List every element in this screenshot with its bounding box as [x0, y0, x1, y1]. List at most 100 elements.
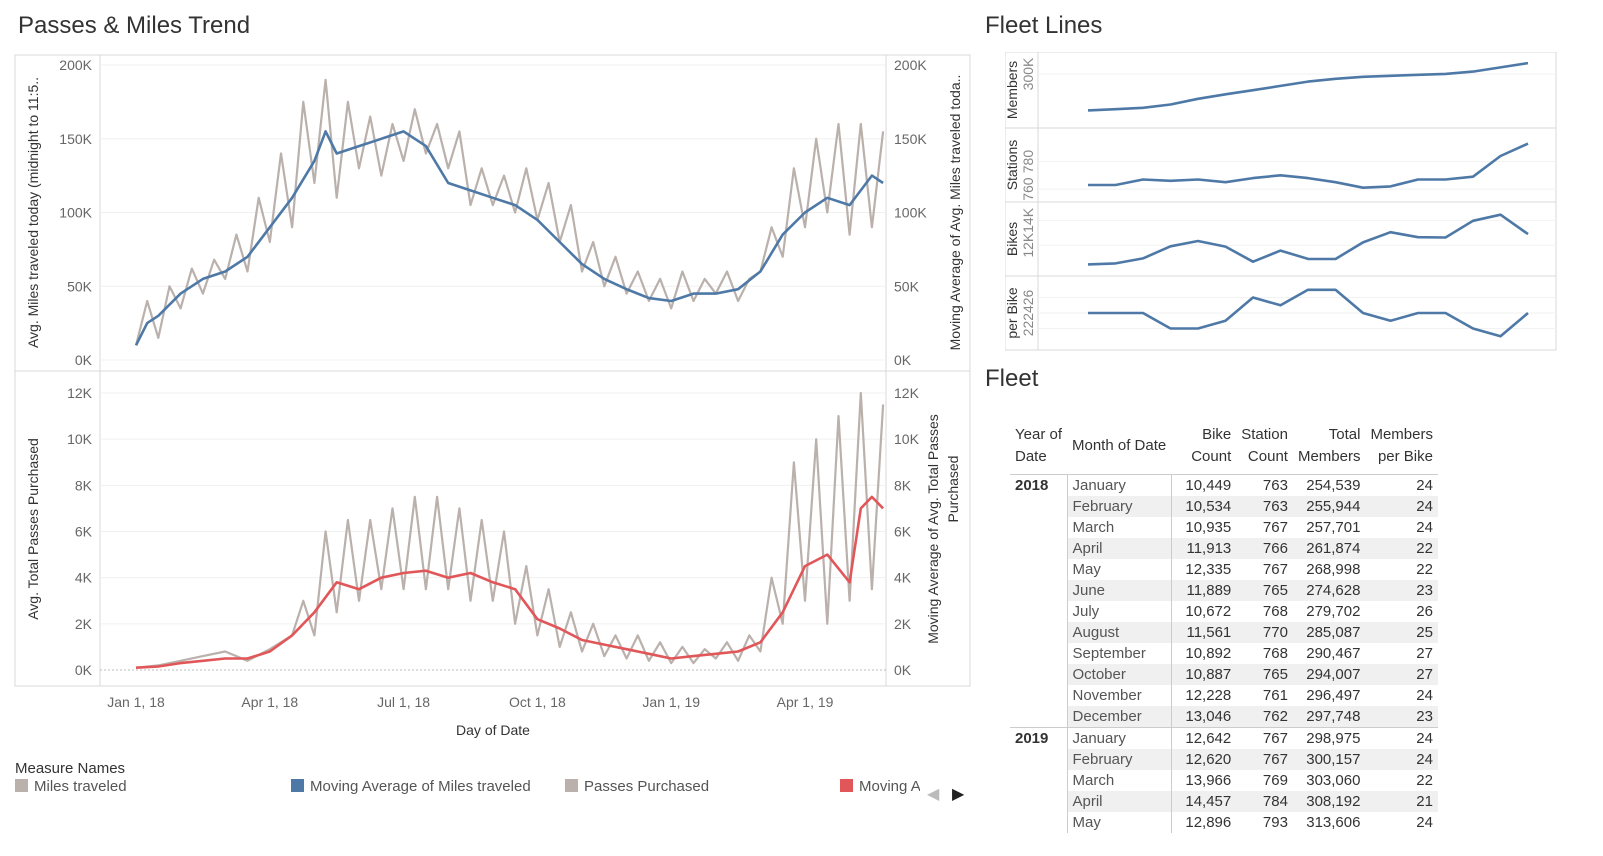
- total-members-cell: 298,975: [1292, 727, 1366, 749]
- table-row[interactable]: June 11,889 765 274,628 23: [1010, 580, 1438, 601]
- bike-count-cell: 12,228: [1185, 687, 1232, 704]
- y-tick-label: 12K: [67, 385, 93, 401]
- station-count-cell: 767: [1236, 727, 1293, 749]
- y-tick-label-right: 200K: [894, 57, 927, 73]
- table-row[interactable]: December 13,046 762 297,748 23: [1010, 706, 1438, 728]
- x-tick-label: Jan 1, 18: [107, 694, 165, 710]
- y-tick-label: 50K: [67, 278, 93, 294]
- total-members-cell: 285,087: [1292, 622, 1366, 643]
- station-count-cell: 767: [1236, 749, 1293, 770]
- header-month[interactable]: Month of Date: [1067, 420, 1172, 475]
- panel-tick-label: 26: [1020, 290, 1036, 306]
- series-line-moving-average: [134, 130, 884, 346]
- members-per-bike-cell: 27: [1365, 664, 1438, 685]
- bike-count-cell: 12,620: [1171, 749, 1237, 770]
- y-tick-label-right: 100K: [894, 205, 927, 221]
- station-count-cell: 768: [1262, 603, 1288, 620]
- members-per-bike-cell: 24: [1416, 519, 1433, 536]
- month-cell: January: [1067, 727, 1172, 749]
- station-count-cell: 767: [1262, 561, 1288, 578]
- panel-series-line: [1087, 61, 1529, 112]
- table-row[interactable]: October 10,887 765 294,007 27: [1010, 664, 1438, 685]
- header-station-count[interactable]: Station Count: [1236, 420, 1293, 475]
- bike-count-cell: 10,534: [1171, 496, 1237, 517]
- table-row[interactable]: November 12,228 761 296,497 24: [1010, 685, 1438, 706]
- trend-chart[interactable]: 0K 0K 50K 50K 100K 100K 150K 150K 200K 200K Avg. M…: [0, 50, 975, 750]
- bike-count-cell: 13,046: [1171, 706, 1237, 728]
- members-per-bike-cell: 24: [1365, 727, 1438, 749]
- header-year[interactable]: Year of Date: [1010, 420, 1067, 475]
- station-count-cell: 765: [1236, 664, 1293, 685]
- panel-tick-label: 24: [1020, 305, 1036, 321]
- y-tick-label-right: 4K: [894, 570, 912, 586]
- table-row[interactable]: March 13,966 769 303,060 22: [1010, 770, 1438, 791]
- header-total-members[interactable]: Total Members: [1292, 420, 1366, 475]
- table-row[interactable]: April 11,913 766 261,874 22: [1010, 538, 1438, 559]
- legend-item-ma-miles[interactable]: Moving Average of Miles traveled: [291, 778, 531, 795]
- y-tick-label-right: 12K: [894, 385, 920, 401]
- table-row[interactable]: February 10,534 763 255,944 24: [1010, 496, 1438, 517]
- station-count-cell: 765: [1236, 580, 1293, 601]
- members-per-bike-cell: 24: [1416, 477, 1433, 494]
- total-members-cell: 308,192: [1292, 791, 1366, 812]
- total-members-cell: 257,701: [1306, 519, 1361, 536]
- bike-count-cell: 11,889: [1171, 580, 1237, 601]
- fleet-table: Year of Date Month of Date Bike Count Stat…: [1010, 420, 1438, 833]
- bike-count-cell: 11,913: [1171, 538, 1237, 559]
- triangle-right-icon[interactable]: ▶: [952, 786, 965, 803]
- header-bike-count[interactable]: Bike Count: [1171, 420, 1237, 475]
- table-row[interactable]: May 12,896 793 313,606 24: [1010, 812, 1438, 833]
- legend-item-passes[interactable]: Passes Purchased: [565, 778, 709, 795]
- table-row[interactable]: July 10,672 768 279,702 26: [1010, 601, 1438, 622]
- table-row[interactable]: May 12,335 767 268,998 22: [1010, 559, 1438, 580]
- bike-count-cell: 14,457: [1171, 791, 1237, 812]
- station-count-cell: 768: [1262, 645, 1288, 662]
- month-cell: October: [1067, 664, 1172, 685]
- y-tick-label-right: 0K: [894, 662, 912, 678]
- y-axis-title-right: Moving Average of Avg. Miles traveled to…: [947, 75, 963, 351]
- members-per-bike-cell: 21: [1365, 791, 1438, 812]
- station-count-cell: 763: [1262, 477, 1288, 494]
- y-tick-label-right: 10K: [894, 431, 920, 447]
- legend-label-passes: Passes Purchased: [584, 778, 710, 795]
- y-tick-label-right: 150K: [894, 131, 927, 147]
- legend: Measure Names Miles traveled Moving Aver…: [15, 760, 975, 838]
- year-cell: 2019: [1010, 727, 1068, 833]
- total-members-cell: 274,628: [1292, 580, 1366, 601]
- total-members-cell: 290,467: [1306, 645, 1361, 662]
- bike-count-cell: 10,892: [1185, 645, 1232, 662]
- legend-item-miles[interactable]: Miles traveled: [15, 778, 127, 795]
- table-row[interactable]: April 14,457 784 308,192 21: [1010, 791, 1438, 812]
- y-tick-label-right: 6K: [894, 524, 912, 540]
- legend-item-ma-passes[interactable]: Moving Average of Passes Purchased: [840, 778, 920, 795]
- table-row[interactable]: September 10,892 768 290,467 27: [1010, 643, 1438, 664]
- month-cell: August: [1067, 622, 1172, 643]
- station-count-cell: 763: [1236, 496, 1293, 517]
- month-cell: November: [1067, 685, 1172, 706]
- header-members-per-bike[interactable]: Members per Bike: [1365, 420, 1438, 475]
- x-axis-title: Day of Date: [456, 722, 530, 738]
- table-row[interactable]: February 12,620 767 300,157 24: [1010, 749, 1438, 770]
- month-cell: December: [1067, 706, 1172, 728]
- table-row[interactable]: August 11,561 770 285,087 25: [1010, 622, 1438, 643]
- station-count-cell: 761: [1262, 687, 1288, 704]
- bike-count-cell: 10,449: [1185, 477, 1232, 494]
- y-tick-label: 100K: [59, 205, 92, 221]
- bike-count-cell: 13,966: [1185, 772, 1232, 789]
- table-row[interactable]: March 10,935 767 257,701 24: [1010, 517, 1438, 538]
- table-row[interactable]: 2019 January 12,642 767 298,975 24: [1010, 727, 1438, 833]
- fleet-lines-title: Fleet Lines: [985, 12, 1103, 39]
- panel-label: Stations: [1005, 140, 1020, 191]
- table-row[interactable]: 2018 January 10,449 763 254,539 24: [1010, 474, 1438, 728]
- bike-count-cell: 10,935: [1185, 519, 1232, 536]
- bike-count-cell: 12,335: [1185, 561, 1232, 578]
- triangle-left-icon[interactable]: ◀: [927, 786, 940, 803]
- panel-label: Bikes: [1005, 222, 1020, 256]
- y-tick-label: 6K: [75, 524, 93, 540]
- station-count-cell: 784: [1236, 791, 1293, 812]
- bike-count-cell: 11,561: [1171, 622, 1237, 643]
- legend-swatch-passes: [565, 779, 578, 792]
- members-per-bike-cell: 24: [1365, 496, 1438, 517]
- fleet-lines-chart[interactable]: TotalMembers300KTotalStations760780Total…: [1005, 52, 1565, 352]
- x-tick-label: Jan 1, 19: [642, 694, 700, 710]
